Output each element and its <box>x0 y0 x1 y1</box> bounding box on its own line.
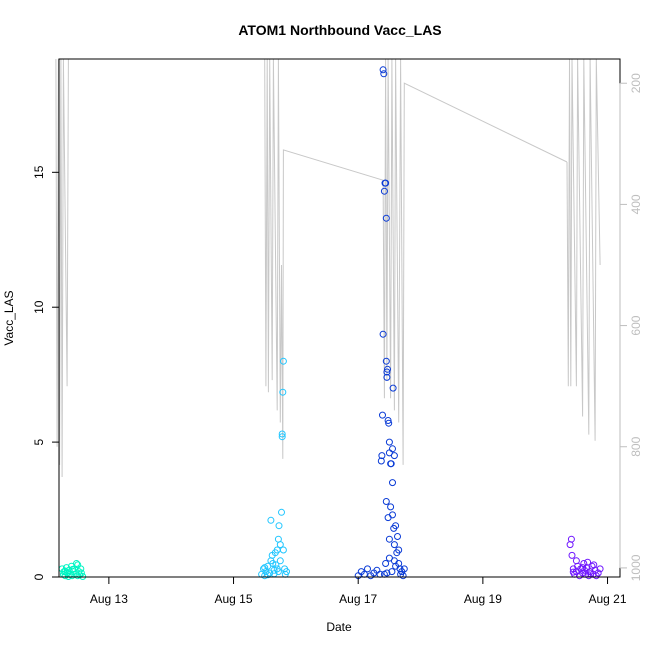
data-point-s3-21 <box>596 565 604 573</box>
y-tick-label: 10 <box>32 300 46 314</box>
data-point-s2-23 <box>385 419 393 427</box>
data-point-s2-19 <box>383 368 391 376</box>
data-point-s2-28 <box>389 445 396 453</box>
y-axis: 0 5 10 15 <box>32 165 59 580</box>
data-point-s0-14 <box>73 560 80 567</box>
data-point-s2-24 <box>385 438 393 446</box>
data-point-s2-3 <box>364 565 371 573</box>
data-point-s2-13 <box>380 70 388 78</box>
y2-axis: 200 400 600 800 1000 <box>619 73 643 581</box>
data-point-s2-20 <box>383 373 391 381</box>
data-point-s1-31 <box>274 568 282 576</box>
data-point-s3-23 <box>579 564 587 572</box>
data-point-s1-29 <box>267 557 275 565</box>
data-point-s2-22 <box>384 417 392 424</box>
data-point-s2-36 <box>389 511 396 519</box>
secondary-line-2 <box>382 58 568 465</box>
data-point-s3-1 <box>567 535 575 543</box>
x-axis-label: Date <box>326 620 352 634</box>
y-axis-label: Vacc_LAS <box>2 290 16 345</box>
y2-tick-label: 200 <box>629 73 643 93</box>
data-point-s2-21 <box>384 365 391 373</box>
data-point-s2-10 <box>379 411 386 419</box>
data-point-s2-55 <box>392 562 400 570</box>
y2-tick-label: 1000 <box>629 554 643 581</box>
data-point-s1-16 <box>278 508 285 516</box>
data-point-s2-12 <box>379 66 387 74</box>
data-point-s2-14 <box>380 187 388 195</box>
data-point-s1-25 <box>261 564 269 572</box>
y2-tick-label: 400 <box>629 194 643 214</box>
data-point-s1-24 <box>283 568 290 576</box>
y-tick-label: 5 <box>32 438 46 445</box>
data-point-s3-14 <box>585 572 593 580</box>
data-point-s2-38 <box>390 541 398 549</box>
data-point-s1-14 <box>276 541 284 549</box>
data-points <box>58 66 604 580</box>
data-point-s3-8 <box>577 565 585 573</box>
chart-title: ATOM1 Northbound Vacc_LAS <box>238 22 441 38</box>
y-tick-label: 15 <box>32 165 46 179</box>
data-point-s2-29 <box>389 479 396 487</box>
data-point-s3-26 <box>590 561 598 569</box>
data-point-s2-42 <box>395 546 403 554</box>
y2-tick-label: 800 <box>629 436 643 456</box>
x-tick-label: Aug 17 <box>339 592 377 606</box>
x-tick-label: Aug 19 <box>464 592 502 606</box>
data-point-s2-9 <box>378 452 386 460</box>
data-point-s1-18 <box>278 433 286 441</box>
data-point-s2-17 <box>382 214 390 222</box>
data-point-s2-35 <box>387 503 395 511</box>
data-point-s1-6 <box>267 516 275 524</box>
data-point-s2-53 <box>388 568 396 576</box>
data-point-s2-33 <box>384 514 392 522</box>
plot-frame <box>58 58 621 578</box>
data-point-s2-47 <box>399 572 407 580</box>
data-point-s3-10 <box>580 560 588 567</box>
x-tick-label: Aug 21 <box>589 592 627 606</box>
data-point-s2-34 <box>385 535 393 543</box>
data-point-s2-18 <box>382 357 390 365</box>
data-point-s0-23 <box>74 572 82 580</box>
data-point-s3-2 <box>568 551 576 559</box>
data-point-s1-20 <box>279 357 287 365</box>
data-point-s1-21 <box>279 546 287 554</box>
data-point-s3-22 <box>572 557 580 565</box>
data-point-s2-31 <box>390 452 398 460</box>
secondary-line-1 <box>264 58 384 459</box>
data-point-s3-24 <box>584 558 592 566</box>
y-tick-label: 0 <box>32 573 46 580</box>
x-tick-label: Aug 15 <box>215 592 253 606</box>
data-point-s2-30 <box>389 384 397 392</box>
data-point-s3-27 <box>569 568 577 576</box>
data-point-s1-19 <box>279 388 287 396</box>
data-point-s2-51 <box>383 569 391 577</box>
data-point-s1-30 <box>272 561 280 569</box>
data-point-s2-32 <box>382 498 390 505</box>
data-point-s0-21 <box>61 567 69 575</box>
secondary-lines <box>55 58 601 478</box>
data-point-s0-22 <box>69 565 77 573</box>
x-axis: Aug 13 Aug 15 Aug 17 Aug 19 Aug 21 <box>90 576 627 606</box>
data-point-s3-20 <box>594 569 602 577</box>
secondary-line-0 <box>55 58 69 478</box>
data-point-s2-39 <box>392 522 400 530</box>
data-point-s2-27 <box>387 460 395 468</box>
x-tick-label: Aug 13 <box>90 592 128 606</box>
data-point-s2-50 <box>382 560 390 567</box>
data-point-s2-16 <box>382 179 390 187</box>
data-point-s1-15 <box>276 557 284 565</box>
data-point-s2-41 <box>394 533 401 540</box>
data-point-s2-48 <box>400 565 408 573</box>
data-point-s2-8 <box>377 457 385 465</box>
data-point-s1-17 <box>278 430 286 438</box>
y2-tick-label: 600 <box>629 315 643 335</box>
data-point-s2-11 <box>379 330 387 338</box>
secondary-line-3 <box>566 58 601 441</box>
data-point-s0-15 <box>74 561 82 569</box>
data-point-s0-18 <box>77 565 85 573</box>
data-point-s1-13 <box>275 522 283 530</box>
